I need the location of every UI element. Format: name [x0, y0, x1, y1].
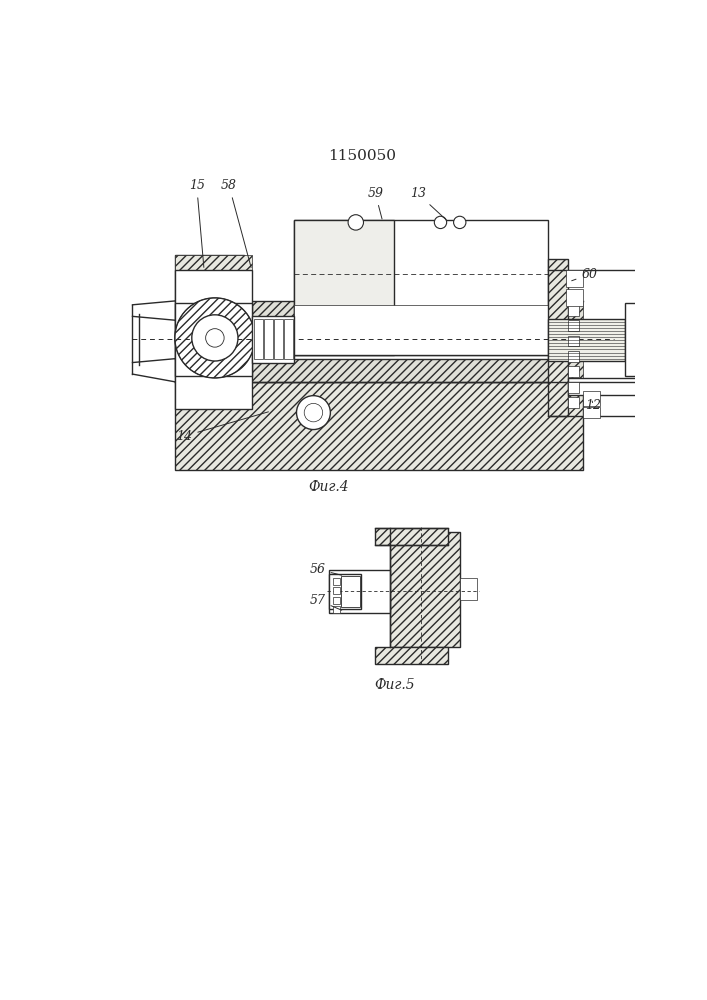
Bar: [175, 382, 583, 470]
Bar: [334, 606, 340, 613]
Text: 56: 56: [310, 563, 341, 576]
Bar: [568, 397, 579, 408]
Bar: [583, 407, 600, 418]
Text: Фиг.5: Фиг.5: [374, 678, 414, 692]
Circle shape: [304, 403, 322, 422]
Bar: [334, 597, 340, 604]
Text: 1150050: 1150050: [328, 149, 396, 163]
Bar: [334, 578, 340, 585]
Bar: [460, 578, 477, 600]
Bar: [375, 647, 448, 664]
Circle shape: [175, 298, 255, 378]
Bar: [175, 255, 244, 382]
Bar: [549, 259, 568, 416]
Bar: [329, 570, 390, 613]
Bar: [566, 289, 583, 306]
Bar: [294, 305, 549, 355]
Text: 15: 15: [189, 179, 205, 267]
Bar: [568, 378, 645, 395]
Text: 60: 60: [572, 268, 597, 281]
Bar: [334, 587, 340, 594]
Circle shape: [434, 216, 447, 229]
Bar: [175, 320, 583, 359]
Bar: [568, 382, 579, 393]
Text: 13: 13: [409, 187, 446, 220]
Bar: [549, 319, 625, 361]
Circle shape: [192, 315, 238, 361]
Bar: [329, 574, 361, 609]
Bar: [175, 270, 252, 409]
Bar: [175, 303, 252, 376]
Text: 14: 14: [176, 412, 269, 443]
Bar: [566, 270, 583, 287]
Bar: [274, 319, 284, 359]
Bar: [252, 316, 294, 363]
Bar: [294, 220, 395, 355]
Text: Фиг.4: Фиг.4: [308, 480, 349, 494]
Bar: [175, 301, 583, 320]
Bar: [284, 319, 293, 359]
Circle shape: [296, 396, 330, 430]
Bar: [568, 305, 579, 316]
Bar: [568, 336, 579, 346]
Bar: [568, 351, 579, 362]
Bar: [583, 391, 600, 406]
Text: 59: 59: [368, 187, 383, 219]
Bar: [568, 320, 579, 331]
Circle shape: [454, 216, 466, 229]
Bar: [375, 528, 448, 545]
Bar: [294, 220, 549, 355]
Circle shape: [348, 215, 363, 230]
Text: 11: 11: [0, 999, 1, 1000]
Circle shape: [206, 329, 224, 347]
Text: 58: 58: [221, 179, 251, 267]
Bar: [175, 359, 583, 382]
Bar: [568, 366, 579, 377]
Text: 57: 57: [310, 594, 341, 610]
Bar: [175, 255, 252, 305]
Bar: [390, 532, 460, 647]
Bar: [264, 319, 274, 359]
Bar: [341, 576, 360, 607]
Text: 12: 12: [585, 399, 601, 412]
Bar: [625, 303, 642, 376]
Bar: [254, 319, 264, 359]
